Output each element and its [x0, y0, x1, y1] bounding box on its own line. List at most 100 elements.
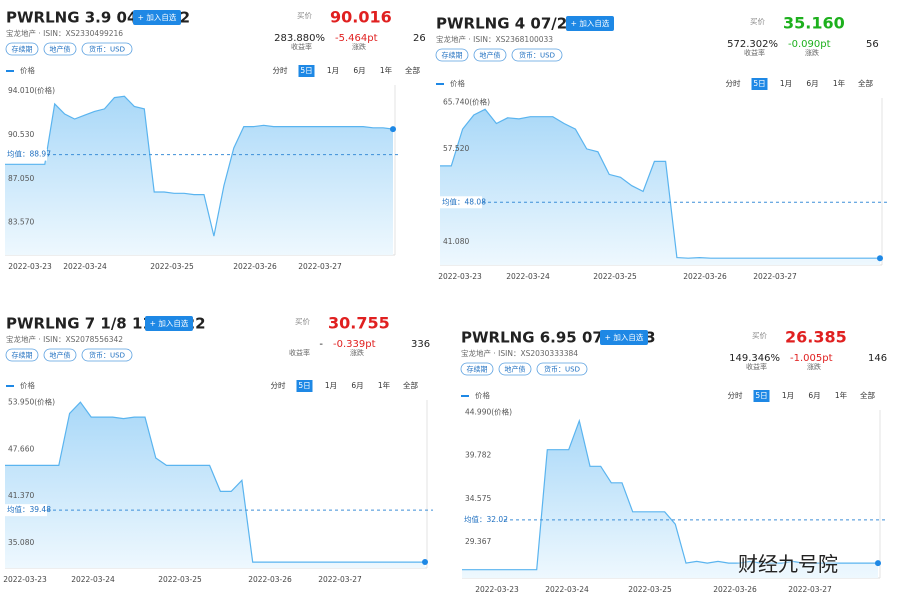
add-button[interactable]: + 加入自选	[605, 332, 644, 342]
range-active[interactable]	[298, 65, 315, 77]
tag-bg	[435, 48, 469, 62]
change: -1.005pt	[790, 353, 833, 364]
x-tick-label: 2022-03-27	[788, 585, 832, 594]
tag: 存续期	[12, 45, 33, 54]
price-line	[440, 108, 880, 259]
x-tick-label: 2022-03-24	[545, 585, 589, 594]
tag-bg	[81, 348, 133, 362]
issuer: 宝龙地产 · ISIN：XS2030333384	[461, 348, 578, 358]
y-tick-label: 65.740(价格)	[443, 96, 490, 106]
x-tick-label: 2022-03-23	[438, 272, 482, 281]
range-button[interactable]: 6月	[808, 391, 820, 400]
yield-label: 收益率	[291, 42, 312, 51]
range-active[interactable]	[753, 390, 770, 402]
tag: 地产债	[505, 365, 526, 374]
extra-value: 56	[866, 39, 879, 50]
x-tick-label: 2022-03-25	[150, 262, 194, 271]
y-tick-label: 41.080	[443, 237, 469, 246]
range-button[interactable]: 6月	[806, 79, 818, 88]
tag-bg	[5, 348, 39, 362]
extra-value: 266	[413, 33, 425, 44]
range-button[interactable]: 1月	[780, 79, 792, 88]
bid-label: 买价	[752, 331, 767, 340]
add-button[interactable]: + 加入自选	[138, 12, 177, 22]
mean-label-bg	[5, 504, 47, 517]
add-button-bg[interactable]	[600, 330, 648, 345]
range-button[interactable]: 1月	[325, 381, 337, 390]
legend: 价格	[20, 380, 35, 390]
yield: -	[319, 339, 323, 350]
y-tick-label: 87.050	[8, 174, 34, 183]
change: -0.339pt	[333, 339, 376, 350]
title: PWRLNG 4 07/25/22	[436, 15, 604, 33]
bond-panel: PWRLNG 7 1/8 11/08/22 + 加入自选 宝龙地产 · ISIN：X…	[0, 302, 450, 602]
x-tick-label: 2022-03-26	[233, 262, 277, 271]
range-button[interactable]: 全部	[405, 65, 420, 75]
price: 30.755	[328, 314, 390, 333]
legend: 价格	[450, 78, 465, 88]
issuer: 宝龙地产 · ISIN：XS2330499216	[6, 28, 123, 38]
add-button-bg[interactable]	[145, 316, 193, 331]
add-button-bg[interactable]	[133, 10, 181, 25]
tag: 存续期	[442, 51, 463, 60]
tag-bg	[498, 362, 532, 376]
range-button[interactable]: 1年	[835, 390, 848, 400]
range-button[interactable]: 全部	[860, 390, 875, 400]
range-button[interactable]: 5日	[753, 79, 765, 88]
bid-label: 买价	[297, 11, 312, 20]
range-button[interactable]: 1年	[378, 380, 391, 390]
y-tick-label: 57.520	[443, 144, 469, 153]
range-button[interactable]: 1月	[782, 391, 794, 400]
add-button[interactable]: + 加入自选	[150, 318, 189, 328]
mean-label-bg	[5, 148, 47, 161]
price: 35.160	[783, 14, 845, 33]
add-button[interactable]: + 加入自选	[571, 18, 610, 28]
tag: 货币：USD	[89, 351, 125, 360]
tag-bg	[536, 362, 588, 376]
range-button[interactable]: 1月	[327, 66, 339, 75]
range-button[interactable]: 5日	[755, 391, 767, 400]
y-tick-label: 44.990(价格)	[465, 407, 512, 417]
y-tick-label: 47.660	[8, 444, 34, 453]
mean-label-bg	[462, 513, 504, 526]
last-point	[877, 255, 883, 262]
range-button[interactable]: 分时	[273, 65, 288, 75]
bid-label: 买价	[295, 317, 310, 326]
range-button[interactable]: 分时	[728, 390, 743, 400]
range-button[interactable]: 1年	[833, 78, 846, 88]
tag: 货币：USD	[89, 45, 125, 54]
range-button[interactable]: 全部	[403, 380, 418, 390]
x-tick-label: 2022-03-24	[506, 272, 550, 281]
yield: 149.346%	[729, 353, 780, 364]
range-button[interactable]: 1年	[380, 65, 393, 75]
y-tick-label: 83.570	[8, 218, 34, 227]
y-tick-label: 34.575	[465, 494, 491, 503]
last-point	[422, 559, 428, 566]
range-button[interactable]: 分时	[271, 380, 286, 390]
range-button[interactable]: 6月	[353, 66, 365, 75]
range-button[interactable]: 6月	[351, 381, 363, 390]
range-active[interactable]	[751, 78, 768, 90]
change-label: 涨跌	[350, 348, 364, 357]
x-tick-label: 2022-03-27	[318, 575, 362, 584]
range-button[interactable]: 分时	[726, 78, 741, 88]
price-line	[5, 401, 425, 563]
x-tick-label: 2022-03-24	[63, 262, 107, 271]
range-button[interactable]: 5日	[300, 66, 312, 75]
range-active[interactable]	[296, 380, 313, 392]
tag: 存续期	[467, 365, 488, 374]
add-button-bg[interactable]	[566, 16, 614, 31]
tag: 地产债	[480, 51, 501, 60]
x-tick-label: 2022-03-26	[683, 272, 727, 281]
price-area	[5, 402, 425, 568]
range-button[interactable]: 5日	[298, 381, 310, 390]
yield-label: 收益率	[746, 362, 767, 371]
range-button[interactable]: 全部	[858, 78, 873, 88]
price-line	[5, 95, 394, 237]
tag-bg	[81, 42, 133, 56]
bid-label: 买价	[750, 17, 765, 26]
x-tick-label: 2022-03-23	[8, 262, 52, 271]
mean-label: 均值：39.48	[7, 504, 51, 514]
